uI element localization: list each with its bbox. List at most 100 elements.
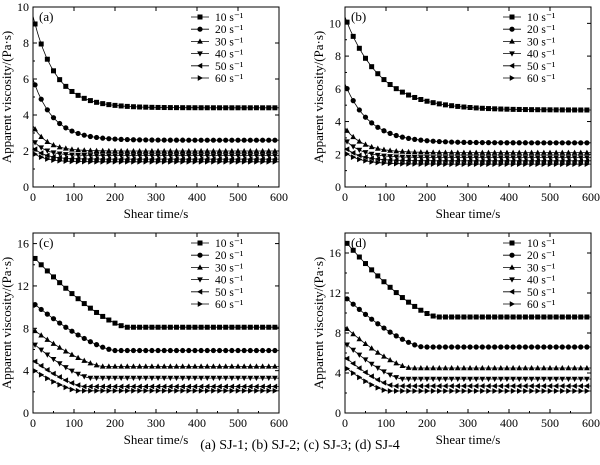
data-point xyxy=(436,138,442,145)
data-point xyxy=(412,161,418,167)
y-axis-title: Apparent viscosity/(Pa·s) xyxy=(0,257,14,390)
data-point xyxy=(577,155,584,161)
data-point xyxy=(350,150,356,156)
data-point xyxy=(142,153,149,159)
data-point xyxy=(492,140,498,146)
data-point xyxy=(436,157,442,164)
data-point xyxy=(411,149,418,155)
data-point xyxy=(228,383,235,390)
data-point xyxy=(118,103,124,109)
series xyxy=(344,16,591,113)
series xyxy=(32,151,279,165)
data-point xyxy=(216,375,223,382)
legend-marker xyxy=(509,51,515,57)
x-tick-label: 100 xyxy=(65,190,83,204)
data-point xyxy=(185,153,192,159)
data-point xyxy=(130,383,136,390)
data-point xyxy=(136,363,143,369)
data-point xyxy=(99,363,106,369)
legend-label: 20 s⁻¹ xyxy=(215,24,244,36)
data-point xyxy=(485,383,491,389)
data-point xyxy=(87,98,93,104)
x-tick-label: 600 xyxy=(270,190,288,204)
data-point xyxy=(344,296,350,302)
data-point xyxy=(350,330,357,337)
data-point xyxy=(38,145,45,151)
data-point xyxy=(186,324,192,330)
data-point xyxy=(559,140,565,146)
data-point xyxy=(473,139,479,146)
data-point xyxy=(461,149,467,155)
data-point xyxy=(167,156,173,162)
data-point xyxy=(235,363,241,369)
data-point xyxy=(272,347,278,354)
series xyxy=(344,240,591,320)
data-point xyxy=(272,153,278,159)
data-point xyxy=(381,128,387,134)
data-point xyxy=(259,156,265,162)
data-point xyxy=(522,157,528,164)
data-point xyxy=(380,156,387,163)
x-tick-label: 0 xyxy=(30,416,36,430)
data-point xyxy=(112,153,118,159)
data-point xyxy=(38,41,44,47)
data-point xyxy=(62,155,69,162)
data-point xyxy=(571,149,578,155)
data-point xyxy=(51,157,57,163)
data-point xyxy=(155,147,161,154)
data-point xyxy=(210,153,217,159)
data-point xyxy=(393,383,399,389)
data-point xyxy=(399,383,405,389)
data-point xyxy=(547,388,553,394)
data-point xyxy=(442,376,449,382)
data-point xyxy=(155,137,161,143)
series xyxy=(32,125,279,154)
data-point xyxy=(149,158,155,165)
data-point xyxy=(381,279,387,285)
x-tick-label: 500 xyxy=(541,190,559,204)
data-point xyxy=(161,153,168,159)
data-point xyxy=(369,316,375,322)
data-point xyxy=(522,149,529,155)
legend-marker xyxy=(197,252,203,258)
data-point xyxy=(99,156,105,162)
data-point xyxy=(137,104,143,110)
data-point xyxy=(449,139,455,145)
data-point xyxy=(112,136,118,142)
data-point xyxy=(167,383,173,390)
legend-label: 60 s⁻¹ xyxy=(215,299,244,311)
data-point xyxy=(253,156,259,162)
data-point xyxy=(173,347,180,354)
data-point xyxy=(168,387,174,394)
legend-label: 20 s⁻¹ xyxy=(527,250,556,262)
data-point xyxy=(344,365,351,372)
data-point xyxy=(412,303,418,309)
data-point xyxy=(449,388,455,394)
data-point xyxy=(497,149,504,155)
data-point xyxy=(344,127,350,133)
data-point xyxy=(394,388,400,394)
data-point xyxy=(173,363,180,369)
data-point xyxy=(69,158,75,165)
series xyxy=(344,342,591,382)
data-point xyxy=(100,135,106,141)
data-point xyxy=(442,344,449,350)
data-point xyxy=(81,147,88,153)
data-point xyxy=(443,388,449,394)
data-point xyxy=(584,107,590,113)
data-point xyxy=(375,384,381,391)
data-point xyxy=(210,105,216,111)
x-tick-label: 200 xyxy=(418,190,436,204)
data-point xyxy=(560,161,566,167)
data-point xyxy=(442,157,448,164)
y-tick-label: 12 xyxy=(329,286,341,300)
data-point xyxy=(540,157,547,164)
data-point xyxy=(87,133,93,140)
data-point xyxy=(87,339,93,345)
data-point xyxy=(50,154,56,160)
data-point xyxy=(266,347,272,354)
data-point xyxy=(497,376,504,382)
y-tick-label: 4 xyxy=(23,108,29,122)
data-point xyxy=(541,107,547,113)
data-point xyxy=(148,156,155,162)
